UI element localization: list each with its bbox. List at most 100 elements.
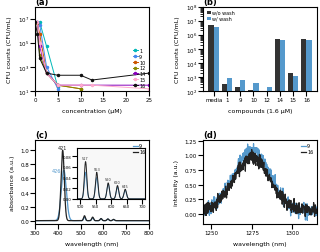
Bar [235,87,240,252]
1 [44,46,48,49]
12 [38,54,42,57]
9 [295,203,299,206]
16 [147,72,151,75]
Line: 10: 10 [34,22,82,90]
X-axis label: wavelength (nm): wavelength (nm) [233,241,287,246]
Line: 16: 16 [203,150,317,217]
9 [263,158,267,161]
15 [33,22,37,25]
1 [36,23,39,26]
16 [147,219,151,222]
Bar [288,73,293,252]
10 [38,34,42,37]
14 [56,84,60,87]
Bar [208,26,214,252]
15 [36,22,39,25]
Bar [293,76,299,252]
10 [56,84,60,87]
9 [147,219,151,222]
1 [56,86,60,89]
10 [44,72,48,75]
Text: (b): (b) [203,0,217,7]
10 [33,22,37,25]
12 [36,23,39,26]
Text: 426: 426 [52,168,61,173]
16 [295,202,299,205]
14 [38,46,42,49]
Line: 9: 9 [35,170,149,221]
Bar [275,40,280,252]
14 [79,84,83,87]
16 [56,74,60,77]
Text: (c): (c) [35,131,48,140]
Line: 9: 9 [203,144,317,220]
9 [44,66,48,69]
9 [315,209,319,212]
Bar [301,40,306,252]
9 [252,143,255,146]
9 [38,24,42,27]
12 [44,72,48,75]
16 [44,72,48,75]
Bar [261,99,267,252]
16 [256,165,260,168]
9 [33,22,37,25]
10 [36,23,39,26]
Legend: 9, 16: 9, 16 [132,143,146,155]
16 [312,205,316,208]
Bar [267,88,272,252]
16 [315,212,319,215]
16 [84,216,87,219]
9 [45,219,49,222]
Bar [222,85,227,252]
14 [147,84,151,87]
16 [61,149,65,152]
Bar [253,84,259,252]
16 [269,181,273,184]
9 [305,219,309,222]
Bar [306,41,312,252]
Line: 14: 14 [34,22,150,87]
16 [36,34,39,37]
9 [313,209,316,212]
16 [250,148,254,151]
Y-axis label: intensity (a.u.): intensity (a.u.) [174,159,179,205]
15 [44,72,48,75]
14 [33,22,37,25]
12 [79,88,83,91]
9 [124,219,128,222]
10 [79,88,83,91]
15 [56,84,60,87]
X-axis label: compounds (1.6 μM): compounds (1.6 μM) [228,108,292,113]
16 [263,169,267,172]
16 [147,219,150,222]
Line: 9: 9 [34,22,59,90]
16 [45,219,49,222]
1 [38,22,42,25]
9 [79,219,83,222]
Legend: 9, 16: 9, 16 [300,143,314,155]
Line: 1: 1 [34,22,59,89]
16 [111,218,115,221]
Line: 15: 15 [34,22,150,90]
16 [33,219,37,222]
Bar [248,90,253,252]
9 [84,217,87,220]
15 [147,88,151,91]
16 [122,219,126,222]
Line: 16: 16 [35,151,149,221]
9 [62,169,66,172]
14 [44,72,48,75]
16 [313,215,316,218]
16 [79,219,83,222]
9 [256,159,260,162]
16 [79,74,83,77]
Y-axis label: absorbance (a.u.): absorbance (a.u.) [10,155,15,210]
9 [111,218,115,221]
16 [90,79,94,82]
9 [201,202,205,205]
Legend: w/o wash, w/ wash: w/o wash, w/ wash [206,10,236,23]
9 [36,22,39,25]
Text: 421: 421 [58,145,68,150]
Bar [227,78,232,252]
